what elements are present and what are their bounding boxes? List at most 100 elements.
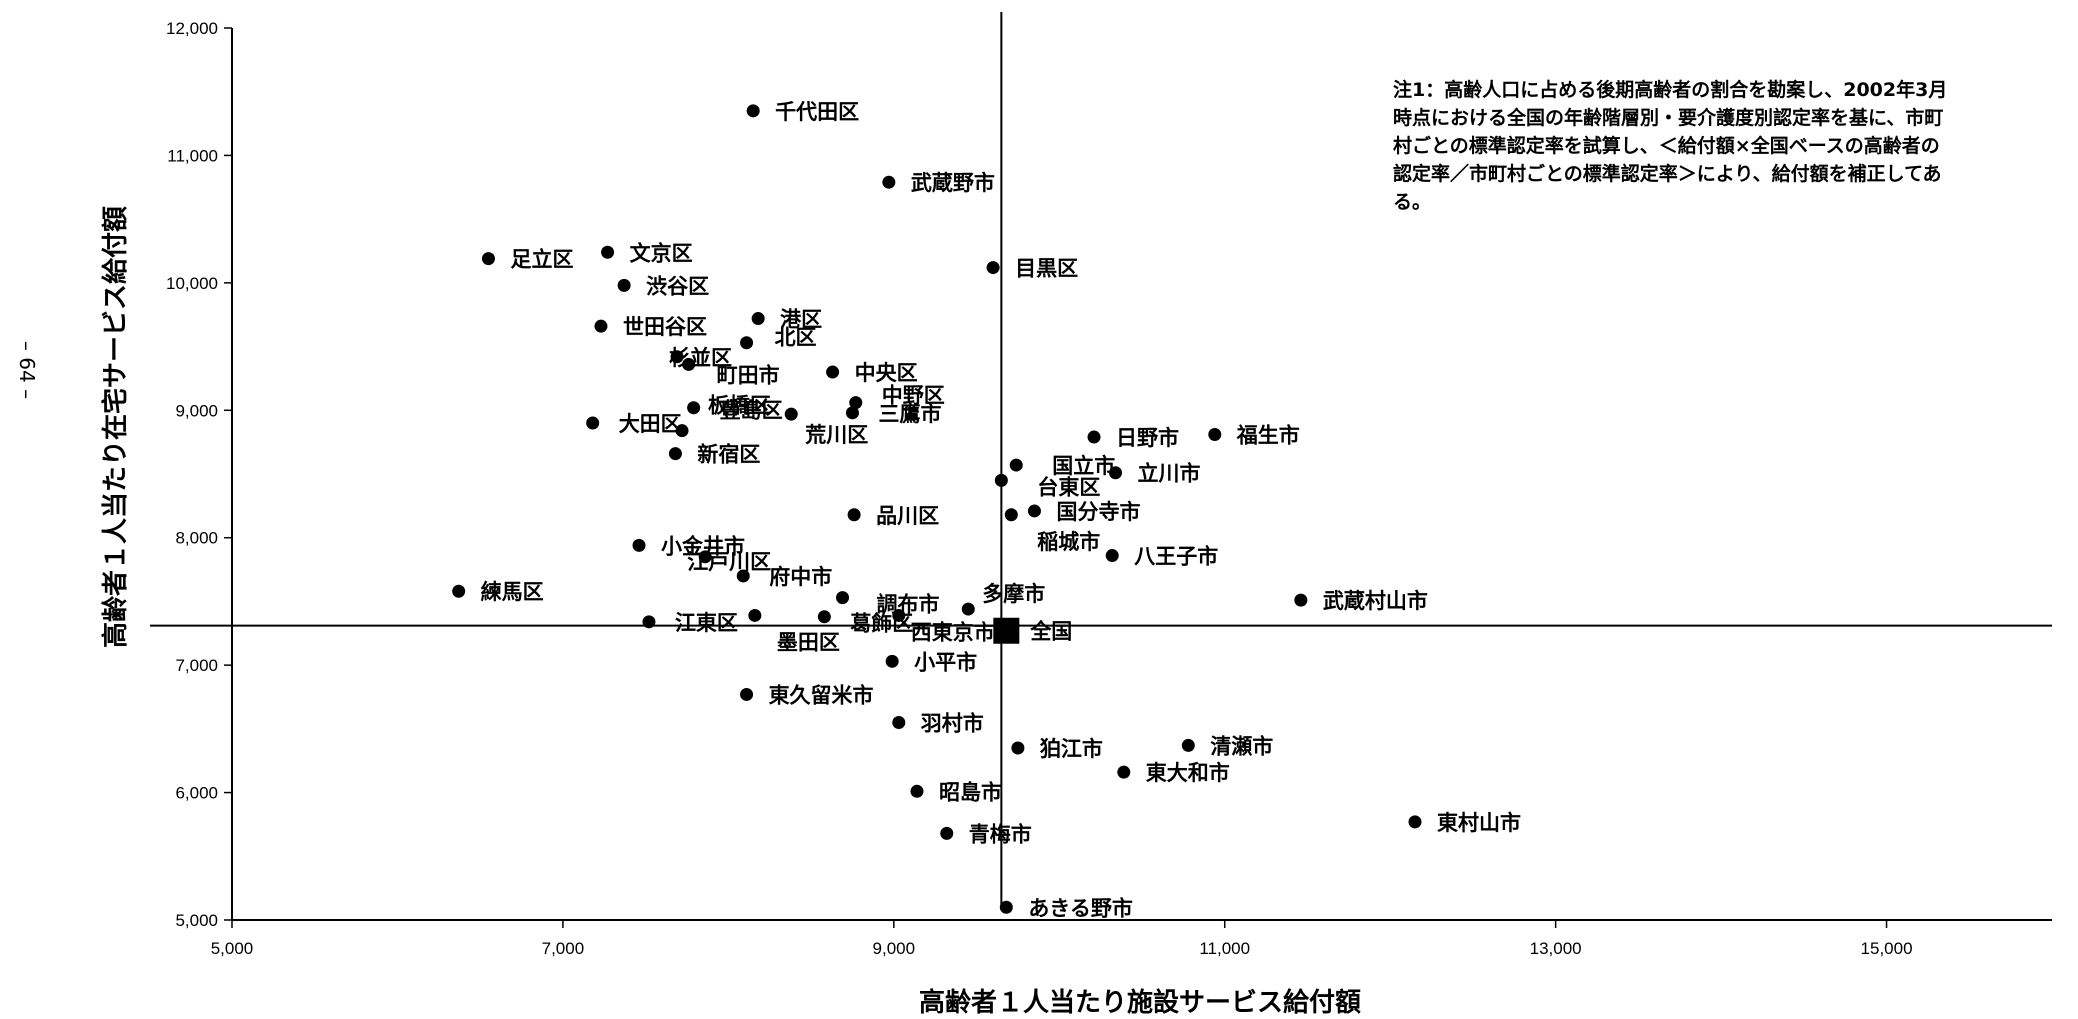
point-label: 昭島市 bbox=[939, 780, 1002, 804]
data-point bbox=[1294, 593, 1308, 607]
data-point bbox=[1408, 815, 1422, 829]
point-label: 多摩市 bbox=[982, 582, 1045, 606]
data-point bbox=[670, 350, 684, 364]
point-label: 中野区 bbox=[882, 384, 945, 408]
data-point bbox=[817, 610, 831, 624]
note-line: 村ごとの標準認定率を試算し、＜給付額×全国ベースの高齢者の bbox=[1393, 134, 1940, 157]
data-point bbox=[748, 608, 762, 622]
point-label: 江東区 bbox=[675, 611, 738, 635]
data-point bbox=[836, 591, 850, 605]
data-point bbox=[845, 406, 859, 420]
y-tick-label: 6,000 bbox=[175, 784, 218, 803]
point-label: 墨田区 bbox=[777, 630, 840, 654]
reference-lines bbox=[150, 12, 2052, 910]
data-point bbox=[746, 104, 760, 118]
point-label: 西東京市 bbox=[911, 620, 995, 644]
point-label: 世田谷区 bbox=[623, 315, 707, 339]
point-label: 文京区 bbox=[630, 241, 693, 265]
point-label: 東村山市 bbox=[1437, 811, 1521, 835]
x-tick-label: 5,000 bbox=[211, 939, 254, 958]
point-label: 立川市 bbox=[1138, 462, 1201, 486]
data-point bbox=[740, 687, 754, 701]
y-tick-label: 8,000 bbox=[175, 529, 218, 548]
point-label: 目黒区 bbox=[1015, 257, 1078, 281]
point-label: 狛江市 bbox=[1039, 737, 1103, 761]
data-point bbox=[994, 473, 1008, 487]
point-label: 小平市 bbox=[914, 650, 977, 674]
point-label: 八王子市 bbox=[1134, 545, 1218, 569]
data-point bbox=[1027, 504, 1041, 518]
data-point bbox=[632, 538, 646, 552]
data-point bbox=[1109, 466, 1123, 480]
point-label: 府中市 bbox=[769, 565, 832, 589]
national-average-marker bbox=[993, 617, 1020, 644]
data-point bbox=[687, 401, 701, 415]
x-tick-label: 9,000 bbox=[873, 939, 916, 958]
data-point bbox=[940, 826, 954, 840]
note-line: る。 bbox=[1393, 191, 1431, 213]
note-line: 認定率／市町村ごとの標準認定率＞により、給付額を補正してあ bbox=[1393, 162, 1942, 185]
page-number: – 64 – bbox=[15, 341, 39, 399]
point-label: 北区 bbox=[775, 326, 817, 350]
point-label: 大田区 bbox=[619, 412, 682, 436]
x-tick-label: 15,000 bbox=[1861, 939, 1913, 958]
data-point bbox=[986, 261, 1000, 275]
x-tick-label: 7,000 bbox=[542, 939, 585, 958]
y-tick-label: 9,000 bbox=[175, 401, 218, 420]
point-label: 台東区 bbox=[1037, 475, 1100, 499]
data-point bbox=[1105, 549, 1119, 563]
data-point bbox=[1087, 430, 1101, 444]
point-label: 羽村市 bbox=[921, 711, 984, 735]
point-label: 足立区 bbox=[510, 248, 573, 272]
point-label: 東大和市 bbox=[1146, 761, 1230, 785]
x-tick-label: 11,000 bbox=[1199, 939, 1250, 958]
data-point bbox=[617, 278, 631, 292]
data-point bbox=[961, 602, 975, 616]
axes: 5,000 6,000 7,000 8,000 9,000 10,000 11,000 12,… bbox=[166, 19, 2052, 958]
data-point bbox=[847, 508, 861, 522]
point-label: 杉並区 bbox=[669, 346, 732, 370]
point-label: 町田市 bbox=[717, 363, 780, 387]
point-label: 中央区 bbox=[855, 361, 918, 385]
data-point bbox=[1208, 427, 1222, 441]
data-point bbox=[1009, 458, 1023, 472]
x-axis-title: 高齢者１人当たり施設サービス給付額 bbox=[919, 987, 1361, 1018]
data-point bbox=[751, 312, 765, 326]
point-label: 武蔵野市 bbox=[911, 171, 995, 195]
data-point bbox=[826, 365, 840, 379]
data-point bbox=[452, 584, 466, 598]
point-label: 国立市 bbox=[1052, 454, 1115, 478]
point-label: 板橋区 bbox=[708, 394, 771, 418]
data-point bbox=[1011, 741, 1025, 755]
y-tick-label: 12,000 bbox=[166, 19, 218, 38]
data-point bbox=[849, 396, 863, 410]
data-point bbox=[668, 447, 682, 461]
data-point bbox=[882, 175, 896, 189]
data-point bbox=[910, 784, 924, 798]
y-tick-label: 10,000 bbox=[166, 274, 218, 293]
data-point bbox=[885, 654, 899, 668]
data-point bbox=[601, 245, 615, 259]
note-line: 時点における全国の年齢階層別・要介護度別認定率を基に、市町 bbox=[1393, 106, 1943, 129]
point-label: 武蔵村山市 bbox=[1323, 589, 1428, 613]
y-tick-label: 11,000 bbox=[167, 146, 218, 165]
data-point bbox=[1004, 508, 1018, 522]
data-point bbox=[784, 407, 798, 421]
point-label: 荒川区 bbox=[805, 423, 868, 447]
data-point bbox=[682, 357, 696, 371]
point-label: 清瀬市 bbox=[1210, 734, 1273, 758]
data-point bbox=[586, 416, 600, 430]
footnote: 注1：高齢人口に占める後期高齢者の割合を勘案し、2002年3月時点における全国の… bbox=[1393, 78, 1947, 213]
data-point bbox=[1181, 738, 1195, 752]
data-point bbox=[481, 252, 495, 266]
y-tick-label: 5,000 bbox=[175, 911, 218, 930]
data-point bbox=[892, 608, 906, 622]
data-point bbox=[892, 715, 906, 729]
point-label: 豊島区 bbox=[720, 399, 783, 423]
data-point bbox=[740, 336, 754, 350]
point-label: 国分寺市 bbox=[1056, 500, 1140, 524]
point-label: 千代田区 bbox=[775, 100, 859, 124]
data-point bbox=[642, 615, 656, 629]
